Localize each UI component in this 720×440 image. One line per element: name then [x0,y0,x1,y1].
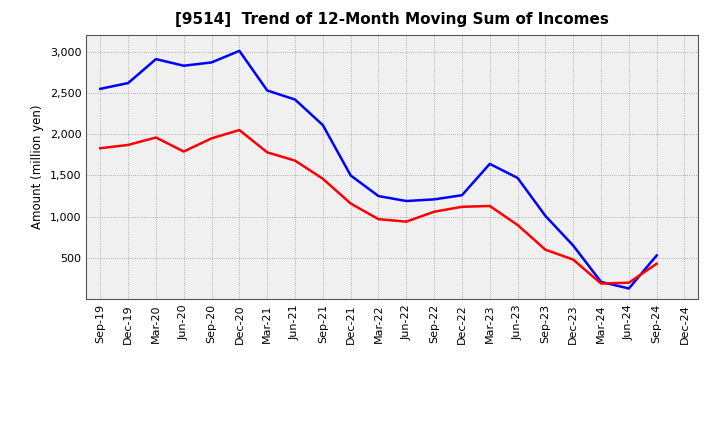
Ordinary Income [152,56,161,62]
Ordinary Income [207,60,216,65]
Net Income [318,176,327,181]
Ordinary Income [124,81,132,86]
Net Income [541,247,550,253]
Net Income [513,222,522,227]
Ordinary Income [652,253,661,258]
Ordinary Income [346,173,355,178]
Net Income [485,203,494,209]
Net Income [430,209,438,214]
Net Income [402,219,410,224]
Net Income [458,204,467,209]
Line: Net Income: Net Income [100,130,657,283]
Net Income [624,280,633,286]
Net Income [374,216,383,222]
Ordinary Income [485,161,494,166]
Net Income [346,201,355,206]
Ordinary Income [291,97,300,102]
Net Income [179,149,188,154]
Ordinary Income [318,122,327,128]
Ordinary Income [458,193,467,198]
Net Income [235,128,243,133]
Net Income [152,135,161,140]
Net Income [263,150,271,155]
Ordinary Income [179,63,188,68]
Ordinary Income [402,198,410,204]
Ordinary Income [374,194,383,199]
Line: Ordinary Income: Ordinary Income [100,51,657,289]
Ordinary Income [541,213,550,219]
Ordinary Income [235,48,243,54]
Net Income [96,146,104,151]
Ordinary Income [513,175,522,180]
Net Income [569,257,577,262]
Net Income [124,142,132,147]
Net Income [652,261,661,266]
Ordinary Income [96,86,104,92]
Ordinary Income [624,286,633,291]
Ordinary Income [569,243,577,248]
Net Income [597,281,606,286]
Net Income [291,158,300,163]
Title: [9514]  Trend of 12-Month Moving Sum of Incomes: [9514] Trend of 12-Month Moving Sum of I… [176,12,609,27]
Ordinary Income [263,88,271,93]
Ordinary Income [430,197,438,202]
Y-axis label: Amount (million yen): Amount (million yen) [32,105,45,229]
Ordinary Income [597,279,606,285]
Net Income [207,136,216,141]
